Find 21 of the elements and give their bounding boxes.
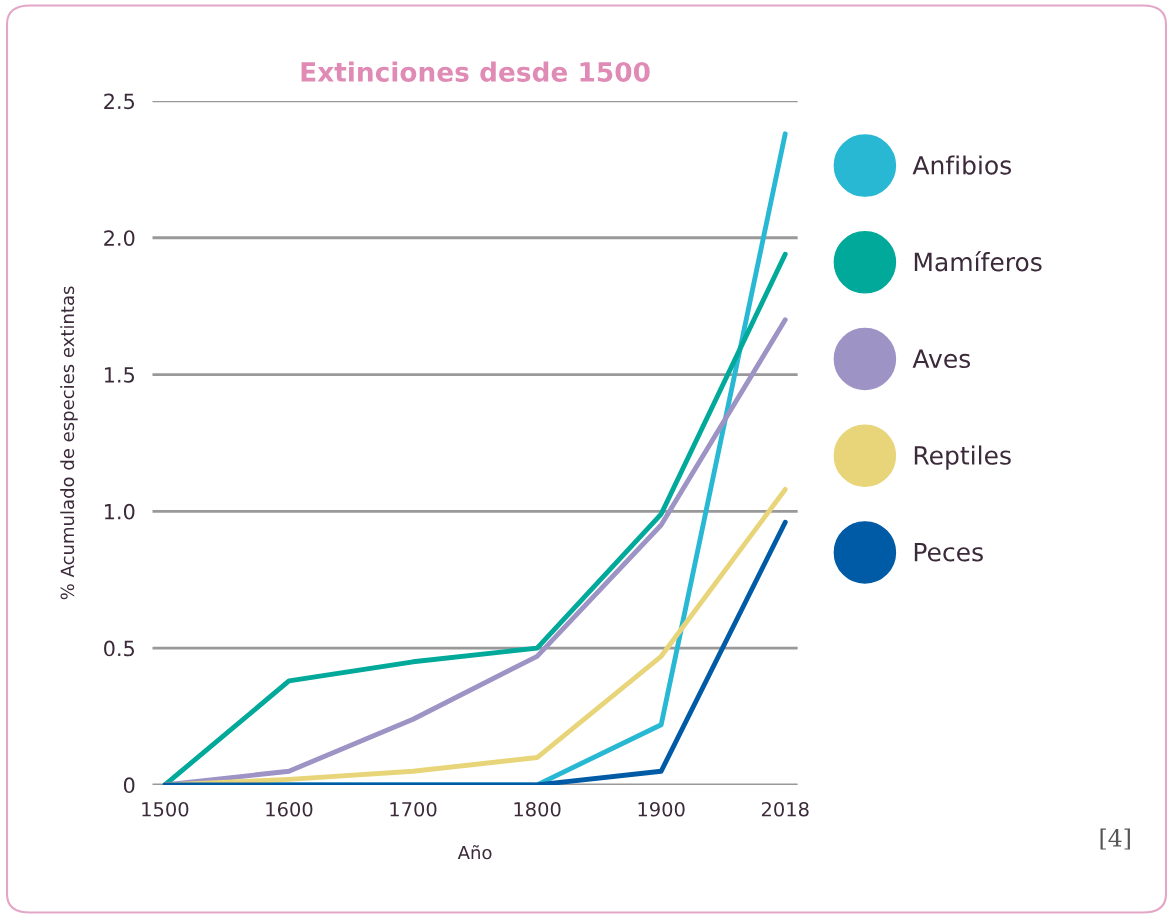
- y-tick-label: 0: [123, 777, 135, 794]
- chart-title: Extinciones desde 1500: [301, 61, 650, 82]
- y-tick-label: 1.5: [104, 367, 134, 383]
- y-tick-label: 2.0: [104, 230, 135, 246]
- x-tick-label: 1900: [638, 801, 685, 817]
- text: Reptiles: [914, 445, 1011, 470]
- x-tick-label: 1700: [390, 801, 437, 817]
- x-tick-label: 1800: [514, 801, 561, 817]
- x-tick-label: 1500: [142, 801, 189, 817]
- text: Anfibios: [912, 155, 1012, 175]
- text: Peces: [914, 542, 983, 562]
- text: Mamíferos: [914, 251, 1042, 272]
- x-tick-label: 2018: [761, 801, 809, 817]
- y-tick-label: 2.5: [104, 93, 134, 110]
- text: [4]: [1100, 828, 1130, 850]
- y-axis-title: % Acumulado de especies extintas: [60, 286, 78, 600]
- x-axis-title: Año: [457, 845, 492, 860]
- y-tick-label: 1.0: [104, 503, 135, 520]
- text: Aves: [912, 349, 971, 369]
- y-tick-label: 0.5: [104, 640, 134, 657]
- x-tick-label: 1600: [266, 801, 313, 817]
